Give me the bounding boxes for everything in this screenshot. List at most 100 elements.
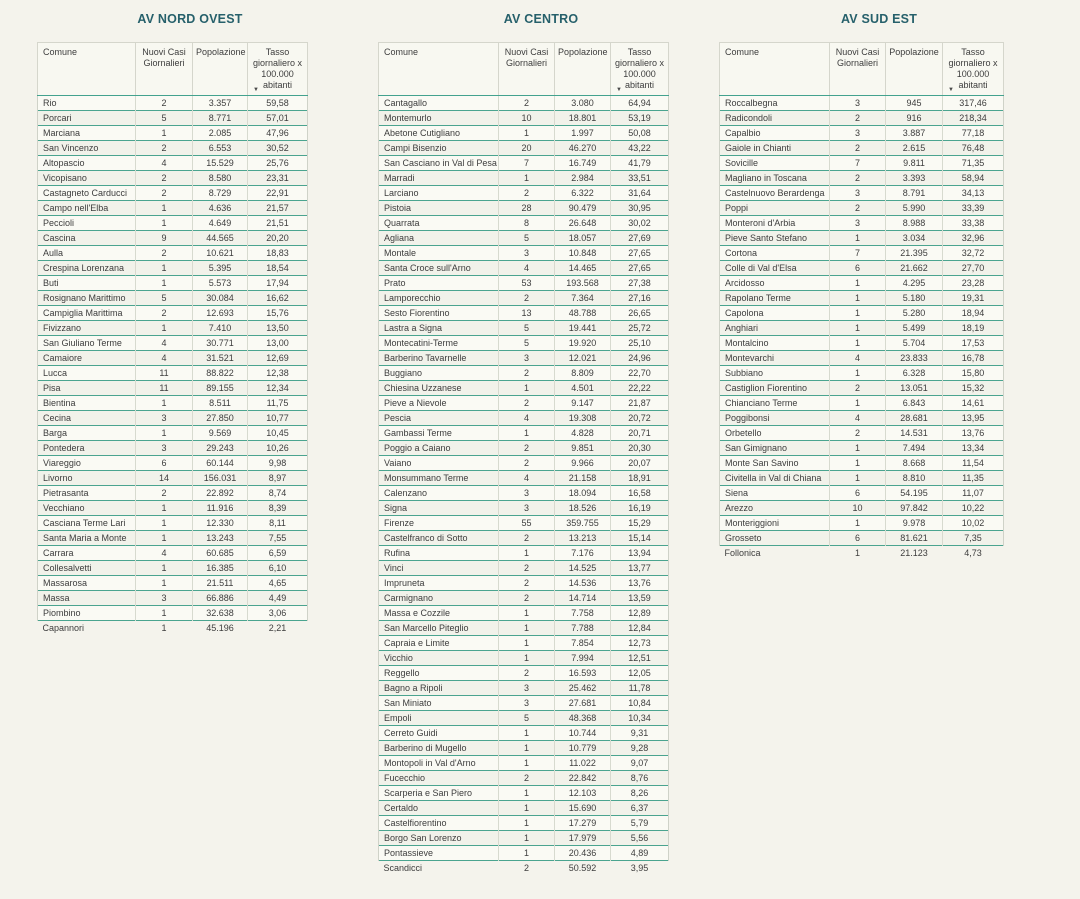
table-row[interactable]: Marradi 1 2.984 33,51 xyxy=(378,170,669,186)
table-row[interactable]: Borgo San Lorenzo 1 17.979 5,56 xyxy=(378,830,669,846)
table-row[interactable]: Pietrasanta 2 22.892 8,74 xyxy=(37,485,308,501)
table-row[interactable]: Campiglia Marittima 2 12.693 15,76 xyxy=(37,305,308,321)
table-row[interactable]: Arcidosso 1 4.295 23,28 xyxy=(719,275,1004,291)
table-row[interactable]: Agliana 5 18.057 27,69 xyxy=(378,230,669,246)
table-row[interactable]: San Miniato 3 27.681 10,84 xyxy=(378,695,669,711)
table-row[interactable]: Montalcino 1 5.704 17,53 xyxy=(719,335,1004,351)
table-row[interactable]: Cantagallo 2 3.080 64,94 xyxy=(378,95,669,111)
table-row[interactable]: San Marcello Piteglio 1 7.788 12,84 xyxy=(378,620,669,636)
table-row[interactable]: Grosseto 6 81.621 7,35 xyxy=(719,530,1004,546)
table-row[interactable]: Chianciano Terme 1 6.843 14,61 xyxy=(719,395,1004,411)
table-row[interactable]: Pescia 4 19.308 20,72 xyxy=(378,410,669,426)
table-row[interactable]: Firenze 55 359.755 15,29 xyxy=(378,515,669,531)
table-row[interactable]: Barberino Tavarnelle 3 12.021 24,96 xyxy=(378,350,669,366)
table-row[interactable]: Lucca 11 88.822 12,38 xyxy=(37,365,308,381)
table-row[interactable]: Livorno 14 156.031 8,97 xyxy=(37,470,308,486)
column-header-popolazione[interactable]: Popolazione xyxy=(554,42,611,96)
table-row[interactable]: Vicchio 1 7.994 12,51 xyxy=(378,650,669,666)
table-row[interactable]: Siena 6 54.195 11,07 xyxy=(719,485,1004,501)
table-row[interactable]: Roccalbegna 3 945 317,46 xyxy=(719,95,1004,111)
table-row[interactable]: Barga 1 9.569 10,45 xyxy=(37,425,308,441)
table-row[interactable]: Monteroni d'Arbia 3 8.988 33,38 xyxy=(719,215,1004,231)
table-row[interactable]: San Vincenzo 2 6.553 30,52 xyxy=(37,140,308,156)
column-header-tasso[interactable]: Tasso giornaliero x 100.000 abitanti ▼ xyxy=(942,42,1004,96)
table-row[interactable]: Capraia e Limite 1 7.854 12,73 xyxy=(378,635,669,651)
table-row[interactable]: Viareggio 6 60.144 9,98 xyxy=(37,455,308,471)
table-row[interactable]: Barberino di Mugello 1 10.779 9,28 xyxy=(378,740,669,756)
table-row[interactable]: Reggello 2 16.593 12,05 xyxy=(378,665,669,681)
table-row[interactable]: Aulla 2 10.621 18,83 xyxy=(37,245,308,261)
column-header-tasso[interactable]: Tasso giornaliero x 100.000 abitanti ▼ xyxy=(247,42,308,96)
table-row[interactable]: Radicondoli 2 916 218,34 xyxy=(719,110,1004,126)
column-header-comune[interactable]: Comune xyxy=(37,42,136,96)
table-row[interactable]: Vinci 2 14.525 13,77 xyxy=(378,560,669,576)
table-row[interactable]: San Giuliano Terme 4 30.771 13,00 xyxy=(37,335,308,351)
table-row[interactable]: Signa 3 18.526 16,19 xyxy=(378,500,669,516)
table-row[interactable]: Gaiole in Chianti 2 2.615 76,48 xyxy=(719,140,1004,156)
table-row[interactable]: Cortona 7 21.395 32,72 xyxy=(719,245,1004,261)
table-row[interactable]: Rio 2 3.357 59,58 xyxy=(37,95,308,111)
table-row[interactable]: Casciana Terme Lari 1 12.330 8,11 xyxy=(37,515,308,531)
table-row[interactable]: Orbetello 2 14.531 13,76 xyxy=(719,425,1004,441)
table-row[interactable]: Sovicille 7 9.811 71,35 xyxy=(719,155,1004,171)
table-row[interactable]: Carrara 4 60.685 6,59 xyxy=(37,545,308,561)
table-row[interactable]: Lamporecchio 2 7.364 27,16 xyxy=(378,290,669,306)
table-row[interactable]: Poggio a Caiano 2 9.851 20,30 xyxy=(378,440,669,456)
table-row[interactable]: Marciana 1 2.085 47,96 xyxy=(37,125,308,141)
table-row[interactable]: Montecatini-Terme 5 19.920 25,10 xyxy=(378,335,669,351)
table-row[interactable]: Sesto Fiorentino 13 48.788 26,65 xyxy=(378,305,669,321)
column-header-nuovi-casi[interactable]: Nuovi Casi Giornalieri xyxy=(498,42,555,96)
table-row[interactable]: Capolona 1 5.280 18,94 xyxy=(719,305,1004,321)
table-row[interactable]: Fivizzano 1 7.410 13,50 xyxy=(37,320,308,336)
table-row[interactable]: Capannori 1 45.196 2,21 xyxy=(37,620,308,635)
table-row[interactable]: Rosignano Marittimo 5 30.084 16,62 xyxy=(37,290,308,306)
table-row[interactable]: Porcari 5 8.771 57,01 xyxy=(37,110,308,126)
table-row[interactable]: Abetone Cutigliano 1 1.997 50,08 xyxy=(378,125,669,141)
table-row[interactable]: Buggiano 2 8.809 22,70 xyxy=(378,365,669,381)
table-row[interactable]: Vecchiano 1 11.916 8,39 xyxy=(37,500,308,516)
table-row[interactable]: Anghiari 1 5.499 18,19 xyxy=(719,320,1004,336)
column-header-tasso[interactable]: Tasso giornaliero x 100.000 abitanti ▼ xyxy=(610,42,669,96)
column-header-comune[interactable]: Comune xyxy=(719,42,830,96)
table-row[interactable]: Castelfranco di Sotto 2 13.213 15,14 xyxy=(378,530,669,546)
table-row[interactable]: San Casciano in Val di Pesa 7 16.749 41,79 xyxy=(378,155,669,171)
table-row[interactable]: Empoli 5 48.368 10,34 xyxy=(378,710,669,726)
table-row[interactable]: Chiesina Uzzanese 1 4.501 22,22 xyxy=(378,380,669,396)
table-row[interactable]: San Gimignano 1 7.494 13,34 xyxy=(719,440,1004,456)
table-row[interactable]: Monsummano Terme 4 21.158 18,91 xyxy=(378,470,669,486)
table-row[interactable]: Fucecchio 2 22.842 8,76 xyxy=(378,770,669,786)
table-row[interactable]: Monteriggioni 1 9.978 10,02 xyxy=(719,515,1004,531)
table-row[interactable]: Pistoia 28 90.479 30,95 xyxy=(378,200,669,216)
table-row[interactable]: Monte San Savino 1 8.668 11,54 xyxy=(719,455,1004,471)
table-row[interactable]: Poppi 2 5.990 33,39 xyxy=(719,200,1004,216)
table-row[interactable]: Montopoli in Val d'Arno 1 11.022 9,07 xyxy=(378,755,669,771)
table-row[interactable]: Capalbio 3 3.887 77,18 xyxy=(719,125,1004,141)
column-header-popolazione[interactable]: Popolazione xyxy=(885,42,943,96)
table-row[interactable]: Quarrata 8 26.648 30,02 xyxy=(378,215,669,231)
table-row[interactable]: Lastra a Signa 5 19.441 25,72 xyxy=(378,320,669,336)
column-header-comune[interactable]: Comune xyxy=(378,42,499,96)
table-row[interactable]: Pieve Santo Stefano 1 3.034 32,96 xyxy=(719,230,1004,246)
table-row[interactable]: Camaiore 4 31.521 12,69 xyxy=(37,350,308,366)
table-row[interactable]: Castiglion Fiorentino 2 13.051 15,32 xyxy=(719,380,1004,396)
table-row[interactable]: Pontedera 3 29.243 10,26 xyxy=(37,440,308,456)
table-row[interactable]: Cascina 9 44.565 20,20 xyxy=(37,230,308,246)
table-row[interactable]: Arezzo 10 97.842 10,22 xyxy=(719,500,1004,516)
table-row[interactable]: Prato 53 193.568 27,38 xyxy=(378,275,669,291)
table-row[interactable]: Pisa 11 89.155 12,34 xyxy=(37,380,308,396)
table-row[interactable]: Peccioli 1 4.649 21,51 xyxy=(37,215,308,231)
table-row[interactable]: Bientina 1 8.511 11,75 xyxy=(37,395,308,411)
table-row[interactable]: Massa 3 66.886 4,49 xyxy=(37,590,308,606)
table-row[interactable]: Massarosa 1 21.511 4,65 xyxy=(37,575,308,591)
table-row[interactable]: Vaiano 2 9.966 20,07 xyxy=(378,455,669,471)
table-row[interactable]: Calenzano 3 18.094 16,58 xyxy=(378,485,669,501)
table-row[interactable]: Cecina 3 27.850 10,77 xyxy=(37,410,308,426)
table-row[interactable]: Cerreto Guidi 1 10.744 9,31 xyxy=(378,725,669,741)
table-row[interactable]: Certaldo 1 15.690 6,37 xyxy=(378,800,669,816)
column-header-nuovi-casi[interactable]: Nuovi Casi Giornalieri xyxy=(135,42,193,96)
table-row[interactable]: Pontassieve 1 20.436 4,89 xyxy=(378,845,669,861)
table-row[interactable]: Bagno a Ripoli 3 25.462 11,78 xyxy=(378,680,669,696)
table-row[interactable]: Castagneto Carducci 2 8.729 22,91 xyxy=(37,185,308,201)
table-row[interactable]: Altopascio 4 15.529 25,76 xyxy=(37,155,308,171)
table-row[interactable]: Rapolano Terme 1 5.180 19,31 xyxy=(719,290,1004,306)
